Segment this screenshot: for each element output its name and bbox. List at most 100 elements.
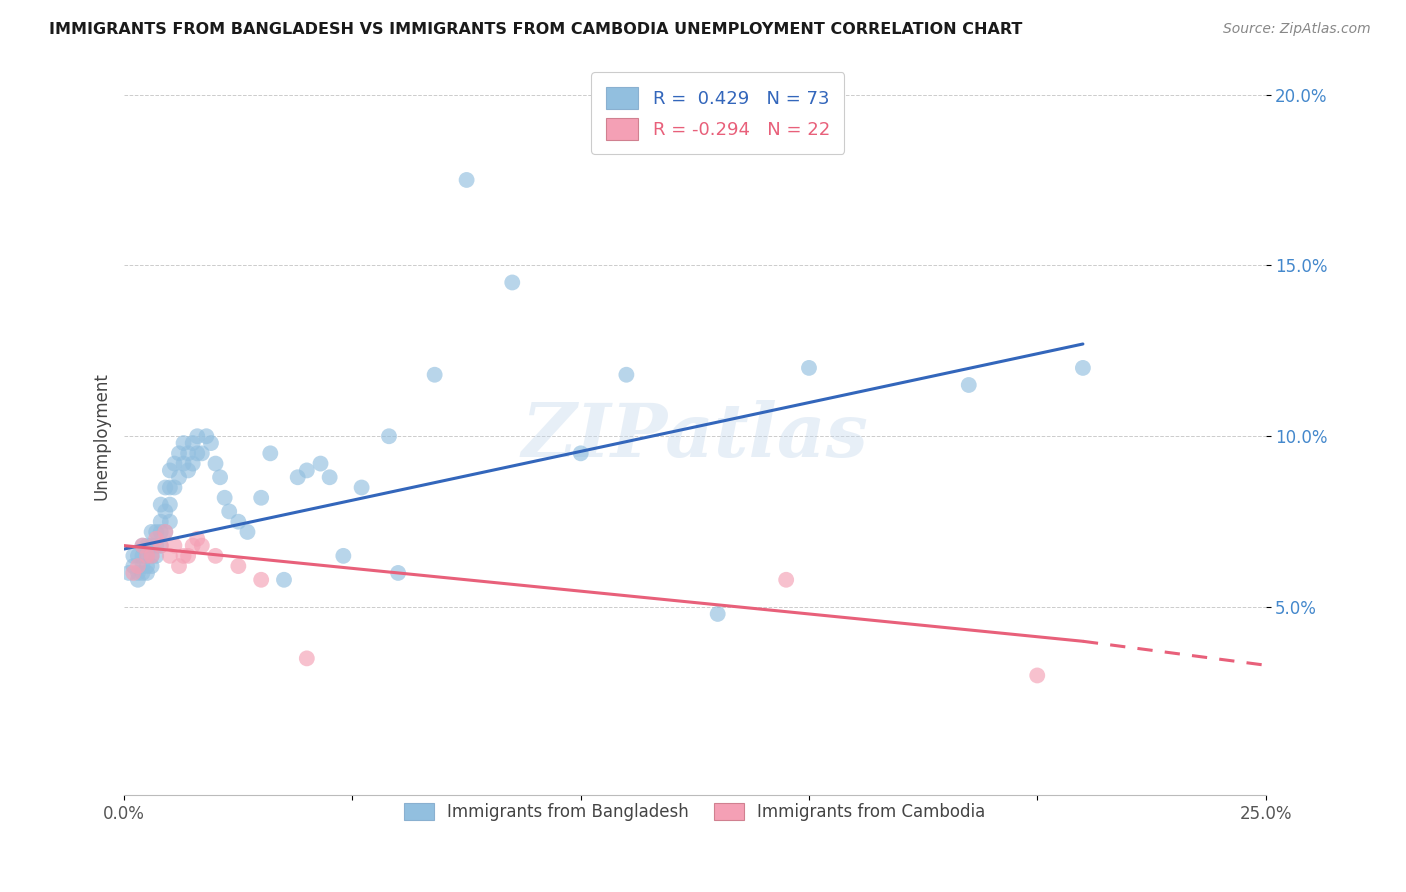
Point — [155, 524, 177, 539]
Point — [350, 481, 373, 495]
Point — [957, 378, 980, 392]
Point — [186, 446, 208, 460]
Point — [155, 504, 177, 518]
Point — [218, 504, 240, 518]
Point — [159, 498, 181, 512]
Point — [163, 539, 186, 553]
Point — [127, 573, 149, 587]
Point — [214, 491, 236, 505]
Y-axis label: Unemployment: Unemployment — [93, 372, 110, 500]
Point — [118, 566, 141, 580]
Point — [149, 524, 172, 539]
Point — [141, 559, 163, 574]
Point — [145, 524, 167, 539]
Point — [122, 549, 145, 563]
Point — [181, 539, 204, 553]
Point — [131, 566, 153, 580]
Point — [236, 524, 259, 539]
Point — [136, 549, 159, 563]
Point — [250, 491, 273, 505]
Point — [127, 559, 149, 574]
Point — [145, 532, 167, 546]
Point — [706, 607, 728, 621]
Point — [287, 470, 309, 484]
Point — [204, 457, 226, 471]
Point — [131, 549, 153, 563]
Point — [228, 515, 250, 529]
Point — [159, 515, 181, 529]
Point — [155, 524, 177, 539]
Point — [159, 481, 181, 495]
Point — [1026, 668, 1049, 682]
Point — [200, 436, 222, 450]
Point — [250, 573, 273, 587]
Point — [167, 470, 190, 484]
Point — [195, 429, 218, 443]
Point — [1071, 360, 1094, 375]
Point — [209, 470, 232, 484]
Point — [616, 368, 638, 382]
Point — [127, 566, 149, 580]
Point — [273, 573, 295, 587]
Point — [173, 436, 195, 450]
Point — [228, 559, 250, 574]
Point — [501, 276, 523, 290]
Point — [186, 532, 208, 546]
Point — [155, 481, 177, 495]
Point — [177, 463, 200, 477]
Point — [775, 573, 797, 587]
Point — [191, 446, 214, 460]
Text: Source: ZipAtlas.com: Source: ZipAtlas.com — [1223, 22, 1371, 37]
Point — [378, 429, 401, 443]
Point — [122, 566, 145, 580]
Point — [136, 549, 159, 563]
Legend: Immigrants from Bangladesh, Immigrants from Cambodia: Immigrants from Bangladesh, Immigrants f… — [395, 795, 994, 830]
Point — [145, 539, 167, 553]
Point — [163, 457, 186, 471]
Point — [136, 539, 159, 553]
Point — [295, 463, 318, 477]
Point — [136, 559, 159, 574]
Point — [145, 549, 167, 563]
Point — [159, 549, 181, 563]
Point — [186, 429, 208, 443]
Point — [797, 360, 820, 375]
Point — [173, 549, 195, 563]
Point — [387, 566, 409, 580]
Point — [149, 515, 172, 529]
Point — [131, 539, 153, 553]
Point — [318, 470, 340, 484]
Point — [131, 539, 153, 553]
Point — [167, 559, 190, 574]
Point — [167, 446, 190, 460]
Point — [131, 559, 153, 574]
Point — [181, 457, 204, 471]
Point — [191, 539, 214, 553]
Point — [149, 539, 172, 553]
Point — [332, 549, 354, 563]
Point — [163, 481, 186, 495]
Point — [204, 549, 226, 563]
Text: ZIPatlas: ZIPatlas — [522, 400, 869, 473]
Point — [136, 566, 159, 580]
Point — [122, 559, 145, 574]
Point — [423, 368, 446, 382]
Point — [141, 549, 163, 563]
Point — [456, 173, 478, 187]
Point — [127, 549, 149, 563]
Point — [173, 457, 195, 471]
Point — [569, 446, 592, 460]
Point — [159, 463, 181, 477]
Point — [295, 651, 318, 665]
Point — [181, 436, 204, 450]
Text: IMMIGRANTS FROM BANGLADESH VS IMMIGRANTS FROM CAMBODIA UNEMPLOYMENT CORRELATION : IMMIGRANTS FROM BANGLADESH VS IMMIGRANTS… — [49, 22, 1022, 37]
Point — [177, 446, 200, 460]
Point — [149, 498, 172, 512]
Point — [177, 549, 200, 563]
Point — [259, 446, 281, 460]
Point — [149, 539, 172, 553]
Point — [141, 524, 163, 539]
Point — [309, 457, 332, 471]
Point — [141, 549, 163, 563]
Point — [141, 539, 163, 553]
